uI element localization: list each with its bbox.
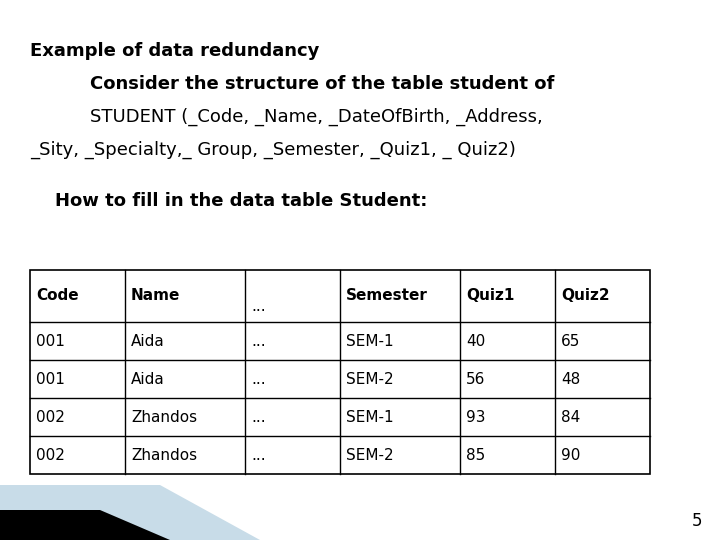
Text: 93: 93 bbox=[466, 409, 485, 424]
Text: ...: ... bbox=[251, 448, 266, 462]
Polygon shape bbox=[0, 485, 260, 540]
Text: 40: 40 bbox=[466, 334, 485, 348]
Text: STUDENT (_Code, _Name, _DateOfBirth, _Address,: STUDENT (_Code, _Name, _DateOfBirth, _Ad… bbox=[90, 108, 543, 126]
Text: Aida: Aida bbox=[131, 372, 165, 387]
Text: 56: 56 bbox=[466, 372, 485, 387]
Text: 90: 90 bbox=[561, 448, 580, 462]
Text: 002: 002 bbox=[36, 448, 65, 462]
Text: ...: ... bbox=[251, 299, 266, 314]
Bar bbox=[30, 270, 650, 474]
Text: ...: ... bbox=[251, 372, 266, 387]
Text: _Sity, _Specialty,_ Group, _Semester, _Quiz1, _ Quiz2): _Sity, _Specialty,_ Group, _Semester, _Q… bbox=[30, 141, 516, 159]
Text: SEM-1: SEM-1 bbox=[346, 334, 394, 348]
Text: SEM-2: SEM-2 bbox=[346, 448, 394, 462]
Text: 002: 002 bbox=[36, 409, 65, 424]
Text: How to fill in the data table Student:: How to fill in the data table Student: bbox=[55, 192, 428, 210]
Polygon shape bbox=[0, 510, 170, 540]
Text: 48: 48 bbox=[561, 372, 580, 387]
Text: 001: 001 bbox=[36, 334, 65, 348]
Text: Semester: Semester bbox=[346, 288, 428, 303]
Text: 001: 001 bbox=[36, 372, 65, 387]
Text: SEM-2: SEM-2 bbox=[346, 372, 394, 387]
Text: Example of data redundancy: Example of data redundancy bbox=[30, 42, 320, 60]
Text: Zhandos: Zhandos bbox=[131, 409, 197, 424]
Text: Code: Code bbox=[36, 288, 78, 303]
Text: ...: ... bbox=[251, 409, 266, 424]
Text: ...: ... bbox=[251, 334, 266, 348]
Text: Name: Name bbox=[131, 288, 181, 303]
Text: Quiz1: Quiz1 bbox=[466, 288, 514, 303]
Text: 85: 85 bbox=[466, 448, 485, 462]
Text: Consider the structure of the table student of: Consider the structure of the table stud… bbox=[90, 75, 554, 93]
Text: Aida: Aida bbox=[131, 334, 165, 348]
Text: SEM-1: SEM-1 bbox=[346, 409, 394, 424]
Text: 5: 5 bbox=[691, 512, 702, 530]
Text: Zhandos: Zhandos bbox=[131, 448, 197, 462]
Text: 84: 84 bbox=[561, 409, 580, 424]
Text: 65: 65 bbox=[561, 334, 580, 348]
Text: Quiz2: Quiz2 bbox=[561, 288, 610, 303]
